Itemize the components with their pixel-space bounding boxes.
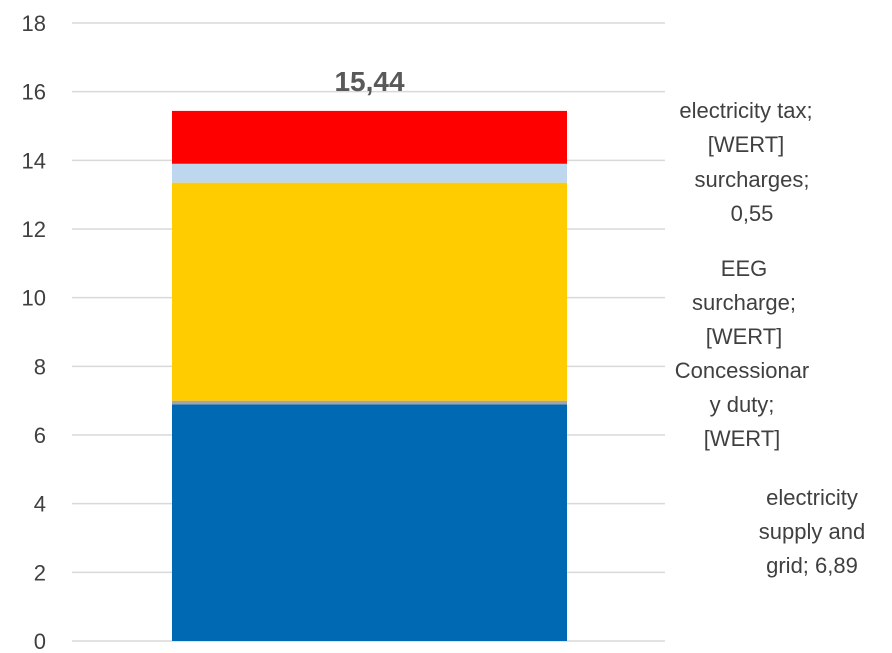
- segment-label-electricity-tax: electricity tax; [WERT]: [679, 98, 812, 157]
- y-tick-label: 8: [34, 354, 46, 379]
- y-tick-label: 4: [34, 492, 46, 517]
- y-tick-label: 2: [34, 560, 46, 585]
- segment-label-surcharges: surcharges; 0,55: [695, 167, 810, 226]
- y-tick-label: 12: [22, 217, 46, 242]
- bar-segment-concessionary-duty: [172, 400, 567, 405]
- y-axis-ticks: 0 2 4 6 8 10 12 14 16 18: [22, 11, 46, 653]
- total-value-label: 15,44: [334, 66, 404, 97]
- segment-label-concessionary-duty: Concessionar y duty; [WERT]: [675, 358, 810, 451]
- y-tick-label: 18: [22, 11, 46, 36]
- segment-label-electricity-supply-and-grid: electricity supply and grid; 6,89: [759, 485, 865, 578]
- bar-segment-surcharges: [172, 163, 567, 183]
- bar-segment-electricity-supply-and-grid: [172, 404, 567, 641]
- y-tick-label: 10: [22, 286, 46, 311]
- bar-segments: [172, 110, 567, 641]
- y-tick-label: 14: [22, 148, 46, 173]
- y-tick-label: 0: [34, 629, 46, 653]
- segment-label-eeg-surcharge: EEG surcharge; [WERT]: [692, 256, 796, 349]
- bar-segment-electricity-tax: [172, 110, 567, 164]
- bar-segment-eeg-surcharge: [172, 182, 567, 401]
- segment-labels: electricity supply and grid; 6,89 Concessio…: [675, 98, 865, 578]
- y-tick-label: 16: [22, 80, 46, 105]
- y-tick-label: 6: [34, 423, 46, 448]
